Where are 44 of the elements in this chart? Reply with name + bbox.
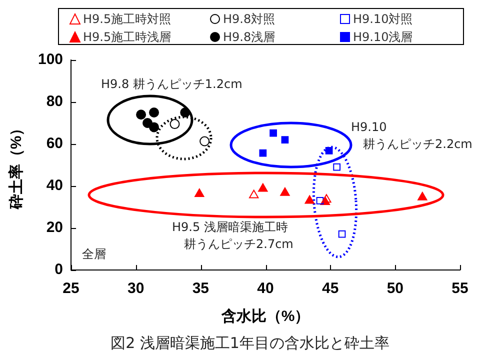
point	[333, 163, 341, 171]
y-tick-label: 20	[46, 219, 64, 236]
x-tick-label: 30	[128, 280, 144, 298]
point	[259, 149, 267, 157]
legend-label: H9.5施工時対照	[82, 10, 172, 28]
point	[280, 187, 290, 196]
point	[270, 129, 277, 137]
x-tick-label: 50	[386, 280, 404, 298]
point	[136, 110, 146, 120]
x-tick-label: 40	[257, 280, 274, 298]
legend-label: H9.8浅層	[222, 28, 276, 46]
y-tick-label: 40	[46, 177, 64, 194]
point	[180, 108, 190, 118]
point	[149, 122, 160, 132]
annotation: 全層	[82, 246, 106, 263]
x-axis-title: 含水比（%）	[220, 308, 310, 326]
legend-label: H9.10浅層	[352, 28, 414, 46]
point	[258, 183, 268, 192]
point	[304, 195, 314, 204]
x-tick-label: 25	[62, 280, 80, 298]
x-tick-label: 55	[452, 280, 468, 298]
point	[418, 192, 428, 200]
y-tick-label: 60	[46, 135, 64, 152]
y-tick-label: 100	[38, 51, 64, 68]
legend-label: H9.8対照	[222, 10, 276, 28]
point	[249, 190, 259, 198]
x-tick-label: 45	[322, 280, 339, 298]
y-tick-label: 80	[46, 93, 64, 110]
annotation: H9.8 耕うんピッチ1.2cm	[101, 76, 242, 93]
point	[149, 108, 160, 118]
point	[281, 136, 289, 144]
point	[170, 119, 180, 130]
legend-label: H9.10対照	[352, 10, 414, 28]
legend-label: H9.5施工時浅層	[82, 28, 172, 46]
y-axis-title: 砕土率（%）	[7, 120, 26, 210]
point	[194, 188, 204, 197]
point	[200, 136, 210, 146]
text: 図2 浅層暗渠施工1年目の含水比と砕土率	[110, 334, 390, 353]
annotation: H9.5 浅層暗渠施工時耕うんピッチ2.7cm	[172, 219, 294, 253]
point	[325, 147, 333, 154]
point	[316, 197, 324, 204]
y-tick-label: 0	[54, 261, 64, 278]
annotation: H9.10耕うんピッチ2.2cm	[351, 119, 472, 153]
x-tick-label: 35	[192, 280, 210, 298]
